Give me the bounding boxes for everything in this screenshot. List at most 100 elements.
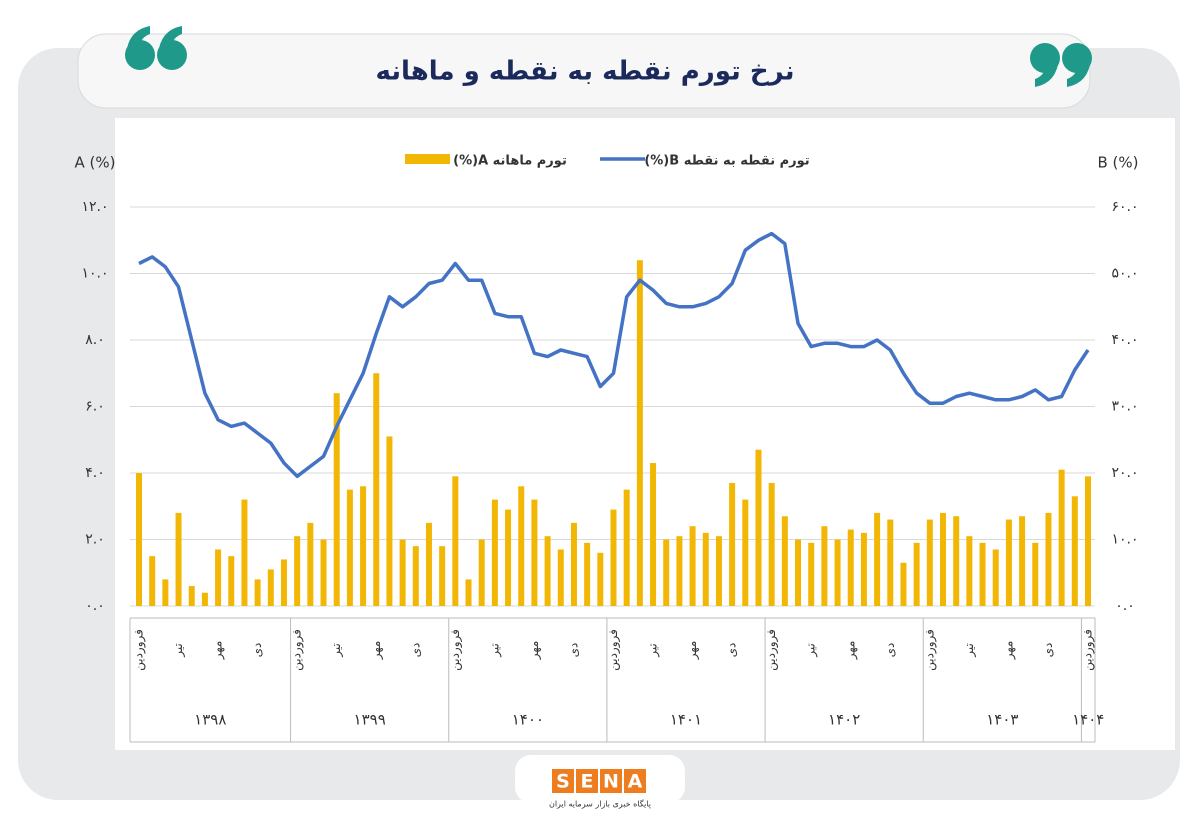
bar (360, 486, 367, 606)
bar (201, 592, 208, 606)
year-label: ۱۴۰۰ (512, 711, 544, 729)
bar (333, 393, 340, 606)
bar (439, 546, 446, 606)
x-tick-label: فروردین (764, 629, 779, 671)
bar (768, 482, 775, 606)
bar (320, 539, 327, 606)
bar (570, 522, 577, 606)
bar (623, 489, 630, 606)
bar (175, 512, 182, 606)
bar (478, 539, 485, 606)
y2-tick-label: ۴۰.۰ (1111, 332, 1138, 348)
x-tick-label: تیر (646, 643, 661, 658)
x-tick-label: مهر (211, 641, 226, 661)
bar (808, 542, 815, 606)
bar (821, 526, 828, 606)
y2-tick-label: ۲۰.۰ (1111, 465, 1138, 481)
bar (162, 579, 169, 606)
bar (505, 509, 512, 606)
y-tick-label: ۱۰.۰ (81, 266, 108, 282)
bar (689, 526, 696, 606)
bar (900, 562, 907, 606)
bar (1005, 519, 1012, 606)
bar (531, 499, 538, 606)
logo-letter: E (581, 771, 594, 793)
y-tick-label: ۸.۰ (85, 332, 105, 348)
year-label: ۱۳۹۹ (354, 711, 386, 729)
chart-title: نرخ تورم نقطه به نقطه و ماهانه (375, 57, 794, 87)
bar (636, 260, 643, 606)
x-tick-label: فروردین (922, 629, 937, 671)
bar (412, 546, 419, 606)
x-tick-label: مهر (527, 641, 542, 661)
year-label: ۱۴۰۱ (670, 711, 702, 729)
logo-letter: S (556, 771, 570, 793)
bar (584, 542, 591, 606)
bar (860, 532, 867, 606)
bar (465, 579, 472, 606)
plot-panel (115, 118, 1175, 750)
bar (1019, 516, 1026, 606)
y2-tick-label: ۱۰.۰ (1111, 532, 1138, 548)
x-tick-label: مهر (843, 641, 858, 661)
bar (874, 512, 881, 606)
quote-right (1030, 43, 1092, 87)
legend-label: تورم ماهانه A(%) (453, 154, 567, 169)
legend-swatch (405, 154, 450, 164)
bar (913, 542, 920, 606)
bar (966, 536, 973, 606)
bar (781, 516, 788, 606)
x-tick-label: فروردین (132, 629, 147, 671)
bar (1032, 542, 1039, 606)
bar (267, 569, 274, 606)
bar (597, 552, 604, 606)
bar (215, 549, 222, 606)
bar (676, 536, 683, 606)
legend-label: تورم نقطه به نقطه B(%) (644, 154, 809, 169)
bar (294, 536, 301, 606)
bar (847, 529, 854, 606)
bar (452, 476, 459, 606)
bar (795, 539, 802, 606)
bar (715, 536, 722, 606)
quote-left (125, 26, 187, 70)
title-banner (77, 33, 1091, 109)
bar (425, 522, 432, 606)
line (138, 231, 1090, 479)
bar (979, 542, 986, 606)
bar (742, 499, 749, 606)
y2-tick-label: ۶۰.۰ (1111, 199, 1138, 215)
bar (399, 539, 406, 606)
bar (940, 512, 947, 606)
logo-box (576, 769, 598, 793)
y2-tick-label: ۰.۰ (1115, 598, 1135, 614)
bar (491, 499, 498, 606)
year-label: ۱۳۹۸ (194, 711, 226, 729)
x-tick-label: فروردین (448, 629, 463, 671)
bar (280, 559, 287, 606)
x-tick-label: فروردین (290, 629, 305, 671)
bar (254, 579, 261, 606)
y-axis-title: A (%) (75, 154, 116, 172)
x-tick-label: تیر (804, 643, 819, 658)
x-tick-label: تیر (962, 643, 977, 658)
logo-letter: N (603, 771, 619, 793)
bar (663, 539, 670, 606)
bar (188, 586, 195, 606)
bar (307, 522, 314, 606)
bar (1058, 469, 1065, 606)
logo-box (624, 769, 646, 793)
bar (953, 516, 960, 606)
logo-tagline: پایگاه خبری بازار سرمایه ایران (549, 799, 651, 809)
bar (346, 489, 353, 606)
logo-box (552, 769, 574, 793)
year-label: ۱۴۰۳ (986, 711, 1018, 729)
bar (241, 499, 248, 606)
y2-tick-label: ۳۰.۰ (1111, 399, 1138, 415)
x-tick-label: دی (1041, 643, 1055, 658)
y2-axis-title: B (%) (1097, 154, 1138, 172)
y2-tick-label: ۵۰.۰ (1111, 266, 1138, 282)
x-tick-label: مهر (369, 641, 384, 661)
year-label: ۱۴۰۴ (1072, 711, 1104, 729)
